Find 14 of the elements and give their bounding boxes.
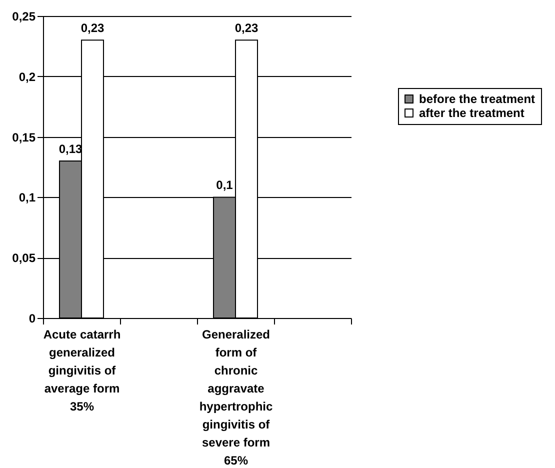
y-tick-label: 0,25	[12, 10, 36, 24]
data-label: 0,23	[234, 21, 258, 36]
y-tick-label: 0,15	[12, 130, 36, 144]
data-label: 0,1	[216, 178, 234, 192]
y-tick-label: 0	[28, 312, 36, 326]
data-label: 0,23	[80, 21, 104, 36]
x-tick-label: Generalized form of chronic aggravate hypertrophic gingivitis of severe form 65%	[199, 328, 273, 468]
y-tick-label: 0,2	[18, 70, 36, 84]
data-label: 0,13	[58, 142, 82, 156]
legend-label: before the treatment	[419, 92, 536, 106]
legend-label: after the treatment	[419, 106, 524, 120]
x-tick-label: Acute catarrh generalized gingivitis of average form 35%	[43, 328, 121, 414]
y-tick-label: 0,05	[12, 251, 36, 266]
y-tick-label: 0,1	[18, 190, 36, 205]
